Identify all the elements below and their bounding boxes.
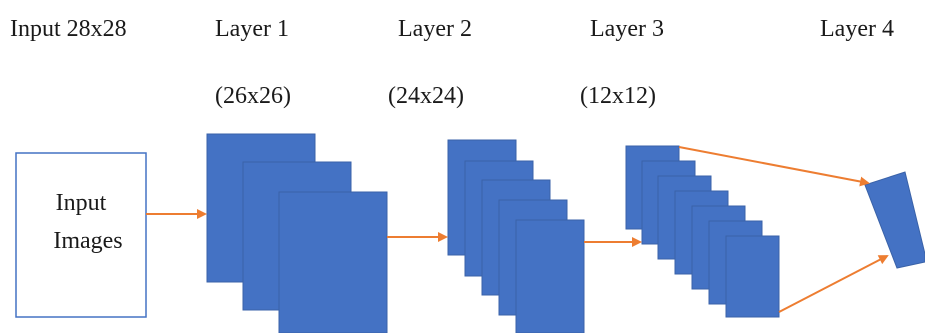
- layer1-size: (26x26): [215, 83, 291, 109]
- arrow-layer3-bottom-to-layer4: [778, 255, 889, 313]
- input-title: Input 28x28: [10, 16, 127, 42]
- layer1-map-3: [278, 191, 388, 333]
- layer3-title: Layer 3: [590, 16, 664, 42]
- layer1-title: Layer 1: [215, 16, 289, 42]
- input-box-line1: Input: [56, 190, 107, 216]
- layer2-feature-maps: [447, 139, 585, 333]
- layer1-feature-maps: [206, 133, 388, 333]
- layer2-map-5: [515, 219, 585, 333]
- layer4-title: Layer 4: [820, 16, 894, 42]
- arrow-layer3-top-to-layer4: [678, 146, 870, 187]
- layer3-map-7: [725, 235, 780, 318]
- input-box-line2: Images: [53, 228, 122, 254]
- layer2-size: (24x24): [388, 83, 464, 109]
- layer3-feature-maps: [625, 145, 780, 318]
- layer2-title: Layer 2: [398, 16, 472, 42]
- input-images-box: [15, 152, 147, 318]
- layer4-output-vector: [864, 171, 925, 269]
- layer3-size: (12x12): [580, 83, 656, 109]
